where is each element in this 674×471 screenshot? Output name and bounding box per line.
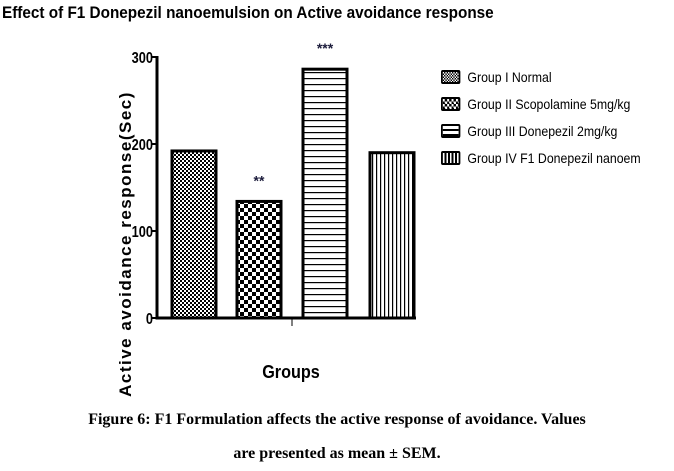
caption-line-2: are presented as mean ± SEM. <box>233 445 441 462</box>
legend-swatch <box>441 69 461 84</box>
legend-swatch <box>441 123 461 138</box>
y-tick-label: 0 <box>146 311 153 329</box>
legend-label: Group I Normal <box>467 68 552 85</box>
y-tick-label: 300 <box>132 50 153 68</box>
legend-label: Group III Donepezil 2mg/kg <box>467 122 618 139</box>
bar-3 <box>301 67 349 320</box>
significance-label: ** <box>254 172 265 188</box>
legend-item: Group I Normal <box>441 63 641 90</box>
chart-title: Effect of F1 Donepezil nanoemulsion on A… <box>2 3 494 22</box>
legend-item: Group IV F1 Donepezil nanoem <box>441 144 641 171</box>
figure-caption: Figure 6: F1 Formulation affects the act… <box>0 403 674 471</box>
bar-4 <box>368 151 416 320</box>
x-axis-label: Groups <box>262 362 320 382</box>
legend-item: Group II Scopolamine 5mg/kg <box>441 90 641 117</box>
bar-1 <box>170 149 218 320</box>
legend-swatch <box>441 150 461 165</box>
y-tick-label: 100 <box>132 224 153 242</box>
significance-label: *** <box>317 40 334 56</box>
legend-label: Group IV F1 Donepezil nanoem <box>467 149 641 166</box>
bar-2 <box>235 199 283 320</box>
legend-swatch <box>441 96 461 111</box>
legend: Group I Normal Group II Scopolamine 5mg/k… <box>441 63 668 171</box>
legend-label: Group II Scopolamine 5mg/kg <box>467 95 631 112</box>
caption-line-1: Figure 6: F1 Formulation affects the act… <box>88 411 586 428</box>
y-tick-label: 200 <box>132 137 153 155</box>
legend-item: Group III Donepezil 2mg/kg <box>441 117 641 144</box>
